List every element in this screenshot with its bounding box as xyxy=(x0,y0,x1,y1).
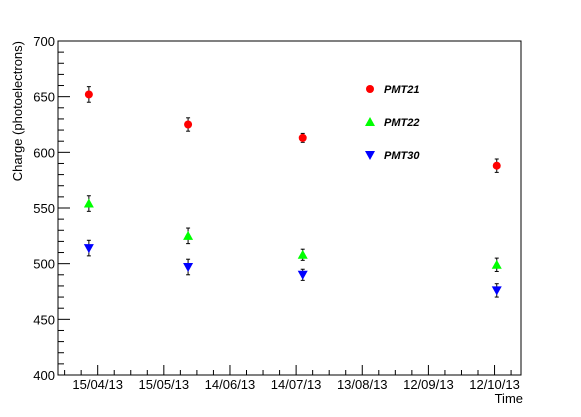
x-tick-label: 15/05/13 xyxy=(139,377,190,392)
plot-frame xyxy=(57,40,522,376)
x-axis: 15/04/13 15/05/13 14/06/13 14/07/13 13/08/13… xyxy=(64,365,520,392)
series-layer xyxy=(83,86,502,298)
x-tick-label: 12/10/13 xyxy=(469,377,520,392)
data-point xyxy=(491,259,502,269)
data-point xyxy=(183,263,194,273)
legend-marker xyxy=(366,85,374,93)
legend: PMT21 PMT22 PMT30 xyxy=(365,84,420,162)
legend-label: PMT21 xyxy=(384,84,419,96)
y-tick-label: 400 xyxy=(33,368,55,383)
y-axis: 400 450 500 550 600 650 700 xyxy=(33,34,70,383)
data-point xyxy=(83,198,94,208)
y-tick-label: 600 xyxy=(33,145,55,160)
legend-marker xyxy=(365,151,375,160)
y-tick-label: 650 xyxy=(33,90,55,105)
data-point xyxy=(491,286,502,296)
legend-label: PMT22 xyxy=(384,117,419,129)
data-point xyxy=(83,244,94,254)
x-tick-label: 14/06/13 xyxy=(205,377,256,392)
x-tick-label: 14/07/13 xyxy=(271,377,322,392)
series-pmt22 xyxy=(83,195,502,272)
x-tick-label: 12/09/13 xyxy=(403,377,454,392)
data-point xyxy=(492,161,501,170)
data-point xyxy=(297,249,308,259)
data-point xyxy=(297,270,308,280)
series-pmt21 xyxy=(84,86,501,173)
x-tick-label: 13/08/13 xyxy=(337,377,388,392)
y-axis-title: Charge (photoelectrons) xyxy=(10,41,25,181)
legend-label: PMT30 xyxy=(384,150,420,162)
x-tick-label: 15/04/13 xyxy=(72,377,123,392)
data-point xyxy=(184,120,193,129)
legend-marker xyxy=(365,117,375,126)
y-tick-label: 700 xyxy=(33,34,55,49)
x-axis-title: Time xyxy=(495,391,523,406)
data-point xyxy=(183,230,194,240)
y-tick-label: 550 xyxy=(33,201,55,216)
data-point xyxy=(84,90,93,99)
data-point xyxy=(298,133,307,142)
y-tick-label: 450 xyxy=(33,312,55,327)
y-tick-label: 500 xyxy=(33,257,55,272)
series-pmt30 xyxy=(83,239,502,298)
